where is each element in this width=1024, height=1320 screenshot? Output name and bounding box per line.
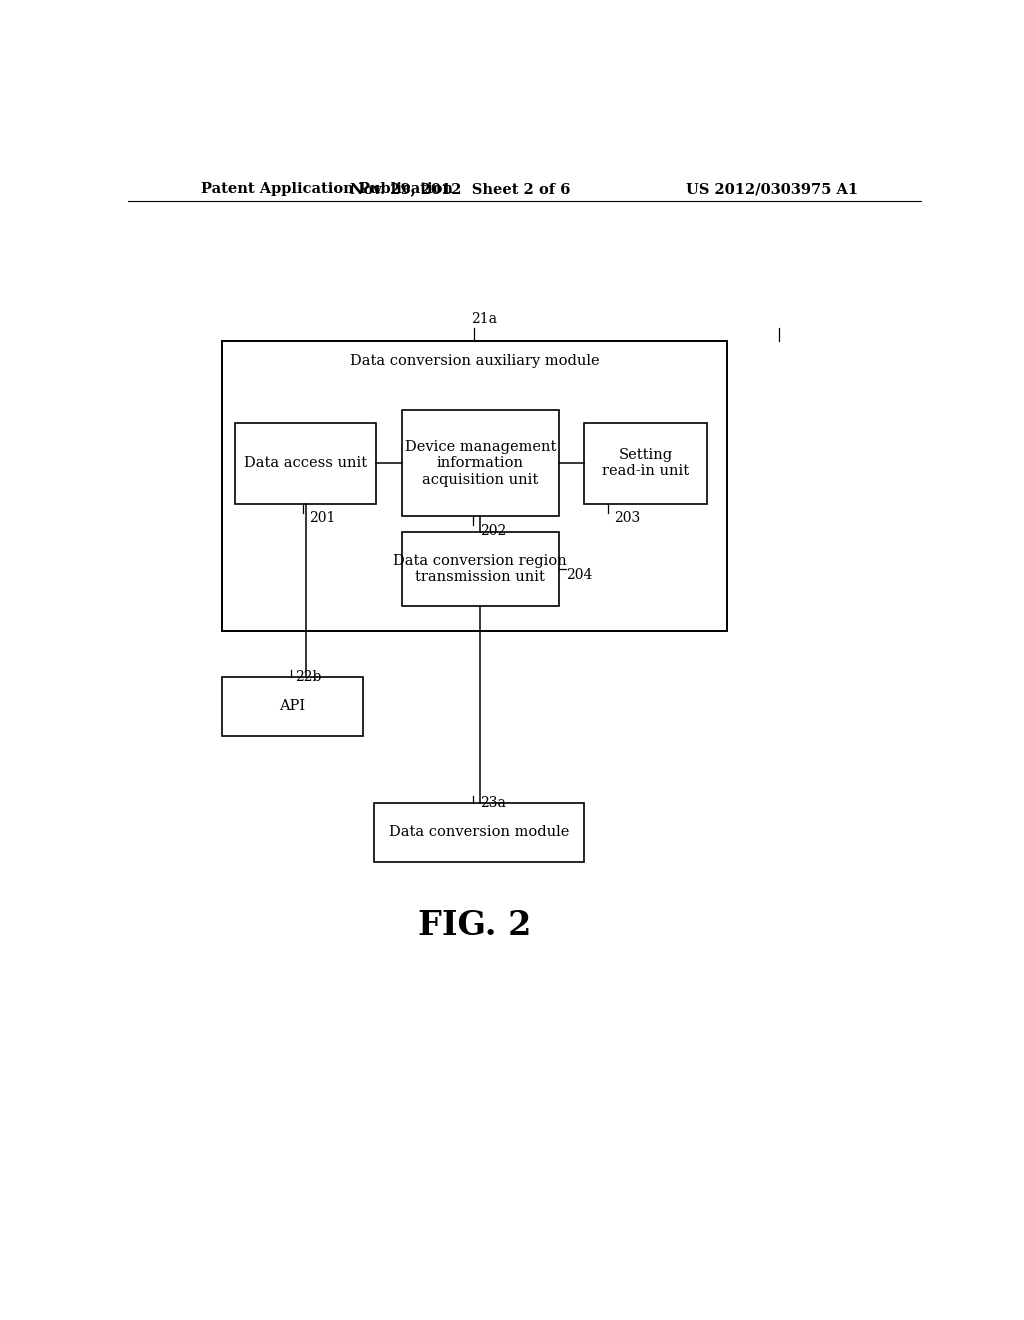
Bar: [401, 532, 559, 606]
Text: 22b: 22b: [295, 669, 322, 684]
Text: Data conversion region
transmission unit: Data conversion region transmission unit: [393, 554, 567, 585]
Text: 203: 203: [613, 511, 640, 525]
Bar: [585, 422, 708, 504]
Text: US 2012/0303975 A1: US 2012/0303975 A1: [686, 182, 858, 197]
Text: FIG. 2: FIG. 2: [418, 909, 531, 942]
Text: Nov. 29, 2012  Sheet 2 of 6: Nov. 29, 2012 Sheet 2 of 6: [349, 182, 570, 197]
Text: 201: 201: [309, 511, 335, 525]
Bar: [374, 803, 585, 862]
Text: Patent Application Publication: Patent Application Publication: [201, 182, 453, 197]
Text: 202: 202: [479, 524, 506, 539]
Bar: [221, 677, 362, 735]
Text: 204: 204: [566, 568, 593, 582]
Bar: [221, 342, 727, 631]
Text: Data conversion auxiliary module: Data conversion auxiliary module: [350, 354, 600, 367]
Bar: [236, 422, 377, 504]
Text: Device management
information
acquisition unit: Device management information acquisitio…: [404, 440, 556, 487]
Text: 23a: 23a: [479, 796, 506, 809]
Text: Setting
read-in unit: Setting read-in unit: [602, 449, 689, 478]
Text: Data access unit: Data access unit: [244, 457, 368, 470]
Text: API: API: [280, 700, 305, 713]
Text: Data conversion module: Data conversion module: [389, 825, 569, 840]
Text: 21a: 21a: [471, 312, 497, 326]
Bar: [401, 411, 559, 516]
